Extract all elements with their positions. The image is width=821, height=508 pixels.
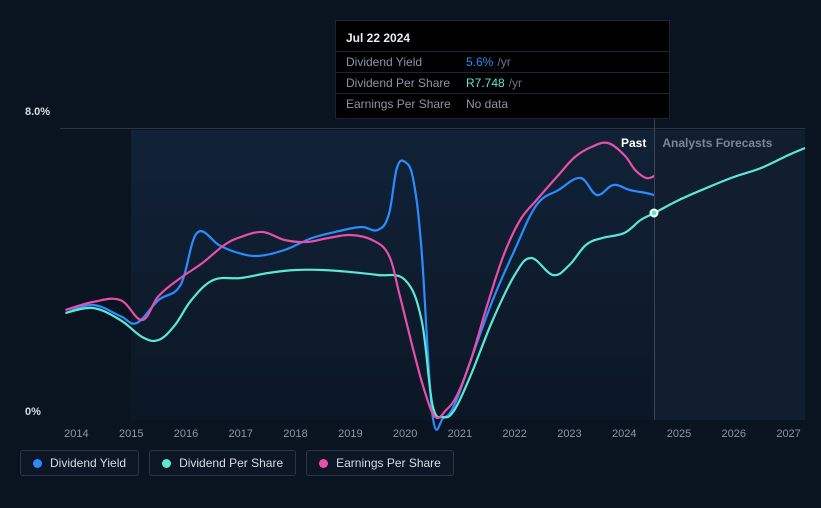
legend-item[interactable]: Dividend Per Share bbox=[149, 450, 296, 476]
legend-label: Earnings Per Share bbox=[336, 456, 441, 470]
series-line bbox=[65, 148, 805, 417]
tooltip-date: Jul 22 2024 bbox=[336, 29, 669, 51]
legend-item[interactable]: Dividend Yield bbox=[20, 450, 139, 476]
chart-tooltip: Jul 22 2024 Dividend Yield5.6%/yrDividen… bbox=[335, 20, 670, 119]
x-axis-tick-label: 2016 bbox=[174, 428, 198, 440]
x-axis-tick-label: 2021 bbox=[448, 428, 472, 440]
x-axis-tick-label: 2014 bbox=[64, 428, 88, 440]
x-axis-tick-label: 2026 bbox=[722, 428, 746, 440]
x-axis-tick-label: 2020 bbox=[393, 428, 417, 440]
legend-item[interactable]: Earnings Per Share bbox=[306, 450, 454, 476]
tooltip-row: Earnings Per ShareNo data bbox=[336, 93, 669, 114]
x-axis-tick-label: 2015 bbox=[119, 428, 143, 440]
series-line bbox=[65, 160, 654, 429]
x-axis-tick-label: 2024 bbox=[612, 428, 636, 440]
tooltip-row: Dividend Per ShareR7.748/yr bbox=[336, 72, 669, 93]
tooltip-row: Dividend Yield5.6% /yr bbox=[336, 51, 669, 72]
x-axis-tick-label: 2027 bbox=[776, 428, 800, 440]
tooltip-row-label: Earnings Per Share bbox=[346, 97, 466, 111]
x-axis-tick-label: 2019 bbox=[338, 428, 362, 440]
chart-legend: Dividend Yield Dividend Per Share Earnings… bbox=[20, 450, 454, 476]
tooltip-marker-dot bbox=[650, 209, 659, 218]
tooltip-marker-line bbox=[654, 102, 655, 420]
legend-swatch bbox=[319, 459, 328, 468]
x-axis-tick-label: 2017 bbox=[229, 428, 253, 440]
x-axis-tick-label: 2025 bbox=[667, 428, 691, 440]
dividend-chart: Past Analysts Forecasts 8.0% 0% 20142015… bbox=[20, 20, 805, 450]
legend-label: Dividend Per Share bbox=[179, 456, 283, 470]
x-axis-tick-label: 2022 bbox=[502, 428, 526, 440]
legend-swatch bbox=[33, 459, 42, 468]
tooltip-row-value: R7.748 bbox=[466, 76, 505, 90]
tooltip-row-value: 5.6% bbox=[466, 55, 493, 69]
y-axis-min-label: 0% bbox=[25, 406, 41, 418]
tooltip-row-label: Dividend Per Share bbox=[346, 76, 466, 90]
x-axis-tick-label: 2023 bbox=[557, 428, 581, 440]
x-axis-tick-label: 2018 bbox=[283, 428, 307, 440]
legend-label: Dividend Yield bbox=[50, 456, 126, 470]
tooltip-row-unit: /yr bbox=[497, 55, 510, 69]
tooltip-row-label: Dividend Yield bbox=[346, 55, 466, 69]
y-axis-max-label: 8.0% bbox=[25, 106, 50, 118]
tooltip-row-unit: /yr bbox=[509, 76, 522, 90]
tooltip-row-value: No data bbox=[466, 97, 508, 111]
legend-swatch bbox=[162, 459, 171, 468]
